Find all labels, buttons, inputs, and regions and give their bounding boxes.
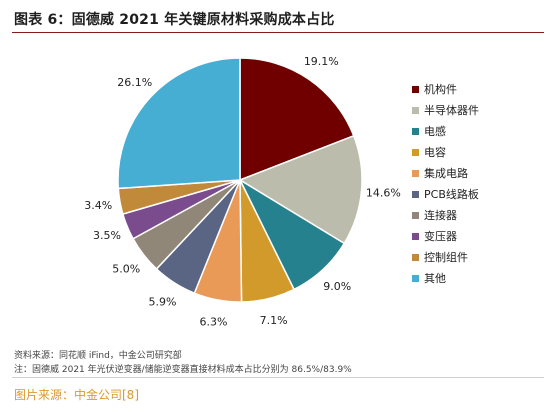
caption-divider: [12, 377, 544, 378]
legend-swatch: [412, 275, 419, 282]
pie-value-label: 9.0%: [323, 280, 351, 293]
pie-slices: [117, 57, 363, 303]
pie-value-label: 5.9%: [149, 295, 177, 308]
legend-label: 连接器: [424, 209, 457, 222]
legend-swatch: [412, 191, 419, 198]
legend-swatch: [412, 212, 419, 219]
legend-swatch: [412, 149, 419, 156]
legend-label: 电容: [424, 145, 446, 159]
pie-value-label: 3.4%: [84, 199, 112, 212]
note-text: 注：固德威 2021 年光伏逆变器/储能逆变器直接材料成本占比分别为 86.5%…: [14, 365, 352, 375]
pie-value-label: 19.1%: [304, 55, 339, 68]
legend-label: 集成电路: [424, 166, 468, 180]
legend-label: 半导体器件: [424, 103, 479, 117]
legend-label: 其他: [424, 272, 446, 285]
title-divider: [12, 32, 544, 33]
legend-label: 电感: [424, 125, 446, 138]
legend-swatch: [412, 107, 419, 114]
pie-value-label: 5.0%: [112, 262, 140, 275]
pie-value-label: 7.1%: [260, 314, 288, 327]
pie-labels: 19.1% 14.6% 9.0% 7.1% 6.3% 5.9% 5.0% 3.5% 3.4% 26…: [84, 55, 401, 328]
legend-swatch: [412, 86, 419, 93]
image-caption: 图片来源：中金公司[8]: [14, 388, 139, 402]
pie-slice-10: [117, 57, 241, 190]
pie-value-label: 14.6%: [366, 187, 401, 200]
chart-title: 图表 6：固德威 2021 年关键原材料采购成本占比: [14, 12, 335, 28]
legend-label: 变压器: [424, 229, 457, 243]
legend-swatch: [412, 233, 419, 240]
legend-swatch: [412, 128, 419, 135]
legend-swatch: [412, 254, 419, 261]
pie-value-label: 6.3%: [200, 316, 228, 329]
legend-swatch: [412, 170, 419, 177]
source-text: 资料来源：同花顺 iFind，中金公司研究部: [14, 351, 182, 361]
pie-chart: 19.1% 14.6% 9.0% 7.1% 6.3% 5.9% 5.0% 3.5% 3.4% 26…: [84, 55, 479, 328]
pie-slice-2: [238, 134, 363, 245]
legend-label: 机构件: [424, 82, 457, 96]
pie-value-label: 26.1%: [117, 76, 152, 89]
pie-value-label: 3.5%: [93, 229, 121, 242]
legend-label: 控制组件: [424, 250, 468, 264]
pie-slice-1: [239, 57, 355, 182]
legend-label: PCB线路板: [424, 187, 479, 201]
